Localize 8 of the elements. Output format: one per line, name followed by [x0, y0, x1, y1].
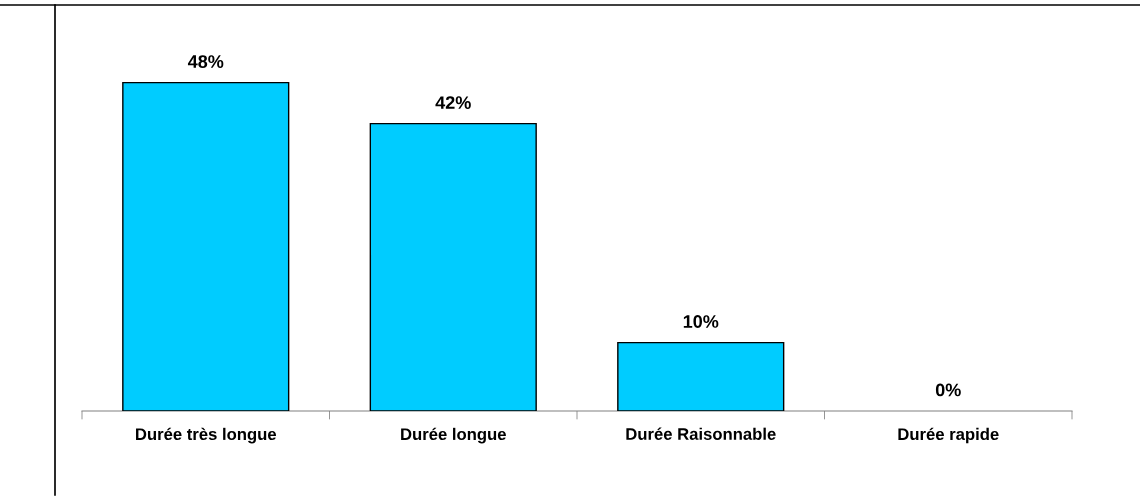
- x-tick-label: Durée Raisonnable: [626, 427, 776, 440]
- x-tick-label: Durée très longue: [136, 427, 277, 444]
- x-tick-label: Durée rapide: [898, 427, 999, 444]
- data-label: 42%: [435, 96, 471, 109]
- data-label: 0%: [935, 383, 961, 397]
- data-label: 48%: [187, 55, 224, 68]
- data-label: 10%: [683, 315, 719, 328]
- x-tick-label: Durée longue: [401, 427, 506, 444]
